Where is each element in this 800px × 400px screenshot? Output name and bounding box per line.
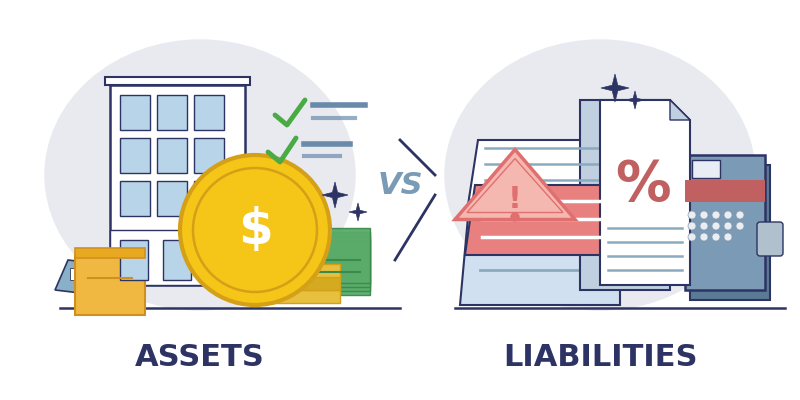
Polygon shape [600,100,690,285]
Polygon shape [467,158,563,212]
FancyBboxPatch shape [250,264,340,277]
Text: ASSETS: ASSETS [135,344,265,372]
Circle shape [511,213,519,221]
FancyBboxPatch shape [105,77,250,85]
FancyBboxPatch shape [75,255,145,315]
FancyBboxPatch shape [110,230,245,285]
FancyBboxPatch shape [270,236,370,291]
FancyBboxPatch shape [270,240,370,295]
FancyBboxPatch shape [157,138,187,173]
FancyBboxPatch shape [757,222,783,256]
FancyBboxPatch shape [120,240,148,280]
Circle shape [700,233,708,241]
FancyBboxPatch shape [692,160,720,178]
Circle shape [736,211,744,219]
FancyBboxPatch shape [690,165,770,300]
FancyBboxPatch shape [75,248,145,258]
Text: $: $ [238,206,272,254]
FancyBboxPatch shape [270,228,370,283]
Circle shape [688,222,696,230]
FancyBboxPatch shape [163,240,191,280]
Text: VS: VS [377,170,423,200]
Polygon shape [670,100,690,120]
FancyBboxPatch shape [157,95,187,130]
FancyBboxPatch shape [194,95,224,130]
Polygon shape [626,91,644,109]
Circle shape [180,155,330,305]
Circle shape [688,233,696,241]
Ellipse shape [45,40,355,310]
Circle shape [724,222,732,230]
Circle shape [700,211,708,219]
Polygon shape [601,74,629,102]
Circle shape [724,233,732,241]
Circle shape [736,222,744,230]
Polygon shape [278,252,298,264]
Polygon shape [322,182,348,208]
FancyBboxPatch shape [206,240,234,280]
Polygon shape [349,203,367,221]
Text: LIABILITIES: LIABILITIES [502,344,698,372]
Polygon shape [460,195,620,305]
FancyBboxPatch shape [194,138,224,173]
Circle shape [712,222,720,230]
Circle shape [724,211,732,219]
FancyBboxPatch shape [685,155,765,290]
FancyBboxPatch shape [580,100,670,290]
Polygon shape [455,150,575,220]
Circle shape [712,211,720,219]
FancyBboxPatch shape [120,138,150,173]
Text: %: % [615,158,671,212]
Polygon shape [468,140,628,205]
Circle shape [700,222,708,230]
FancyBboxPatch shape [270,232,370,287]
Polygon shape [465,185,625,255]
Text: !: ! [508,186,522,214]
FancyBboxPatch shape [70,268,98,280]
Ellipse shape [445,40,755,310]
FancyBboxPatch shape [250,290,340,303]
FancyBboxPatch shape [250,277,340,290]
Circle shape [688,211,696,219]
Circle shape [712,233,720,241]
FancyBboxPatch shape [120,95,150,130]
FancyBboxPatch shape [194,181,224,216]
FancyBboxPatch shape [110,85,245,285]
Circle shape [193,168,317,292]
FancyBboxPatch shape [120,181,150,216]
Polygon shape [55,260,110,295]
FancyBboxPatch shape [157,181,187,216]
FancyBboxPatch shape [685,180,765,202]
